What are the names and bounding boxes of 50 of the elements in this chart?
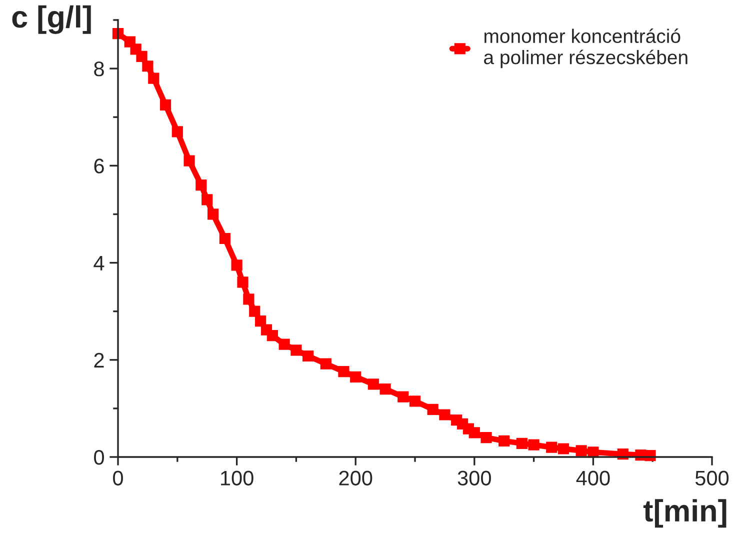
x-tick-label: 500	[695, 470, 729, 486]
x-tick-label: 400	[576, 470, 610, 486]
point	[231, 260, 242, 271]
point	[368, 378, 379, 390]
legend-label: monomer koncentráció a polimer részecskében	[484, 28, 688, 68]
point	[528, 439, 540, 450]
point	[243, 294, 254, 305]
point	[196, 180, 207, 191]
y-tick-label: 0	[94, 450, 104, 465]
point	[427, 404, 438, 415]
y-axis-title: c [g/l]	[12, 5, 91, 34]
point	[516, 438, 528, 449]
point	[468, 427, 480, 438]
point	[588, 446, 599, 458]
point	[202, 194, 213, 206]
point	[160, 99, 172, 111]
x-tick-label: 100	[221, 470, 254, 486]
point	[249, 306, 260, 317]
point	[219, 232, 230, 244]
point	[409, 396, 421, 407]
point	[302, 350, 314, 362]
point	[576, 445, 587, 456]
point	[207, 208, 219, 220]
point	[136, 50, 148, 62]
point	[172, 126, 183, 138]
point	[398, 391, 409, 402]
point	[350, 371, 362, 382]
x-tick-label: 0	[113, 470, 123, 486]
point	[546, 442, 558, 453]
point	[184, 155, 195, 166]
y-tick-label: 4	[94, 256, 104, 270]
x-tick-label: 200	[339, 470, 372, 486]
point	[498, 435, 510, 447]
point	[338, 366, 350, 378]
point	[278, 338, 290, 350]
point	[148, 72, 160, 84]
point	[142, 60, 154, 72]
x-tick-label: 300	[458, 470, 491, 486]
y-tick-label: 6	[94, 158, 104, 174]
point	[439, 409, 450, 420]
point	[380, 383, 391, 395]
point	[290, 344, 302, 356]
point	[320, 358, 332, 370]
point	[237, 276, 248, 288]
point	[266, 330, 278, 342]
point	[480, 432, 492, 444]
y-tick-label: 2	[94, 352, 104, 368]
x-axis-title: t[min]	[643, 499, 726, 528]
point	[558, 443, 570, 454]
y-tick-label: 8	[94, 62, 104, 76]
